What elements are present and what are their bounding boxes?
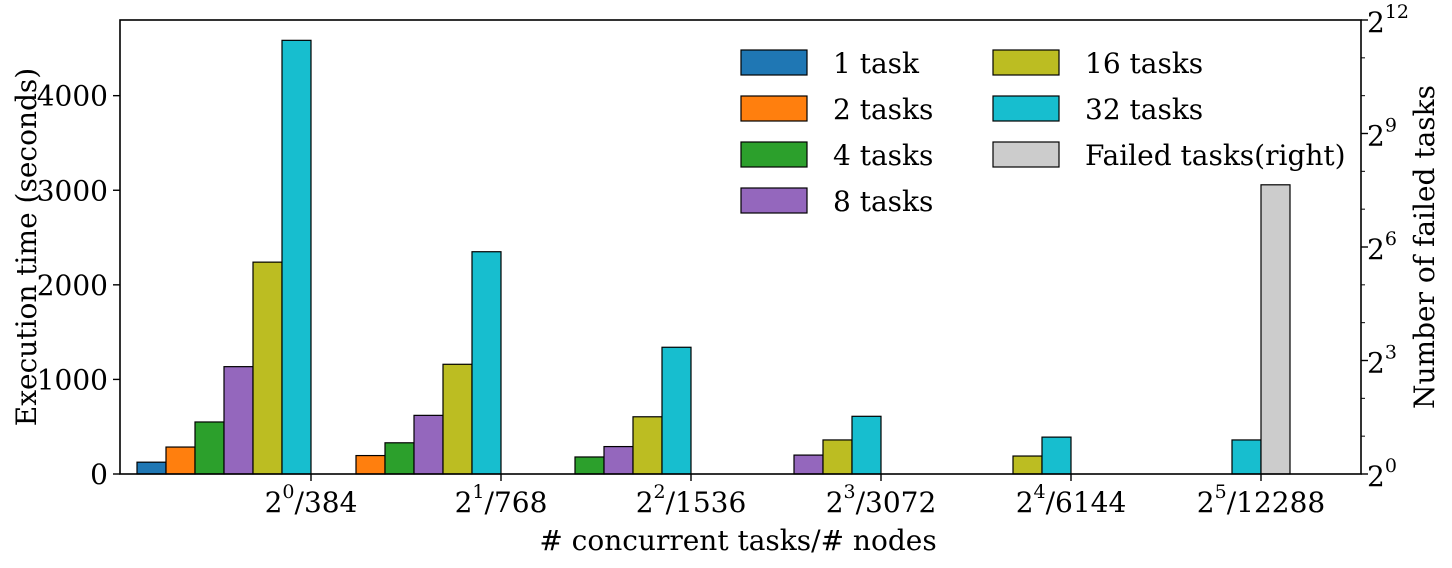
bar-3-1 xyxy=(413,414,444,475)
legend-swatch xyxy=(740,141,808,168)
bar-4-3 xyxy=(822,439,853,475)
bar-3-2 xyxy=(603,445,634,475)
y2-axis-label: Number of failed tasks xyxy=(1408,85,1441,409)
legend-swatch xyxy=(740,49,808,76)
bar-3-3 xyxy=(793,454,824,475)
bar-0-0 xyxy=(136,461,167,475)
legend-label: 2 tasks xyxy=(833,93,933,126)
y2-tick-label: 23 xyxy=(1367,342,1397,380)
legend-swatch xyxy=(992,141,1060,168)
x-tick-label: 23/3072 xyxy=(826,481,937,519)
bar-5-3 xyxy=(851,415,882,475)
y-axis-label: Execution time (seconds) xyxy=(10,68,43,426)
x-tick-label: 21/768 xyxy=(455,481,548,519)
legend-label: 16 tasks xyxy=(1085,47,1203,80)
bar-4-2 xyxy=(632,416,663,475)
bar-2-0 xyxy=(194,421,225,475)
bar-5-4 xyxy=(1041,436,1072,475)
y-tick-label: 3000 xyxy=(37,174,108,207)
y-axis-right: 20 23 26 29 212 xyxy=(1361,1,1409,493)
x-tick-label: 22/1536 xyxy=(636,481,747,519)
legend-label: 1 task xyxy=(833,47,920,80)
legend-swatch xyxy=(992,95,1060,122)
legend-swatch xyxy=(740,187,808,214)
y-tick-label: 2000 xyxy=(37,269,108,302)
bar-2-1 xyxy=(384,442,415,475)
bar-4-1 xyxy=(442,363,473,475)
bar-3-0 xyxy=(223,366,254,475)
x-tick-label: 20/384 xyxy=(265,481,358,519)
legend-swatch xyxy=(740,95,808,122)
bar-1-1 xyxy=(355,454,386,475)
legend-label: 4 tasks xyxy=(833,139,933,172)
legend-label: 8 tasks xyxy=(833,185,933,218)
y-axis-left: 0 1000 2000 3000 4000 xyxy=(37,80,120,491)
bar-4-0 xyxy=(252,261,283,475)
bar-2-2 xyxy=(574,456,605,475)
legend-label: 32 tasks xyxy=(1085,93,1203,126)
bar-5-1 xyxy=(471,251,502,475)
bar-1-0 xyxy=(165,446,196,475)
x-axis-label: # concurrent tasks/# nodes xyxy=(539,524,936,557)
bar-4-4 xyxy=(1012,455,1043,475)
legend-swatch xyxy=(992,49,1060,76)
bar-5-5 xyxy=(1231,439,1262,475)
y-tick-label: 1000 xyxy=(37,363,108,396)
bar-5-2 xyxy=(661,346,692,475)
y2-tick-label: 20 xyxy=(1367,455,1397,493)
bar-6-5 xyxy=(1260,184,1291,475)
legend: 1 task 2 tasks 4 tasks 8 tasks 16 tasks 32 ta… xyxy=(740,47,1346,218)
bars-layer xyxy=(136,39,1291,475)
y-tick-label: 4000 xyxy=(37,80,108,113)
bar-5-0 xyxy=(281,39,312,475)
x-tick-label: 25/12288 xyxy=(1197,481,1325,519)
x-axis: 20/384 21/768 22/1536 23/3072 24/6144 25/1228… xyxy=(265,474,1325,519)
y2-tick-label: 26 xyxy=(1367,228,1397,266)
y-tick-label: 0 xyxy=(90,458,108,491)
y2-tick-label: 29 xyxy=(1367,115,1397,153)
y2-tick-label: 212 xyxy=(1367,1,1409,39)
x-tick-label: 24/6144 xyxy=(1016,481,1127,519)
legend-label: Failed tasks(right) xyxy=(1085,139,1346,172)
